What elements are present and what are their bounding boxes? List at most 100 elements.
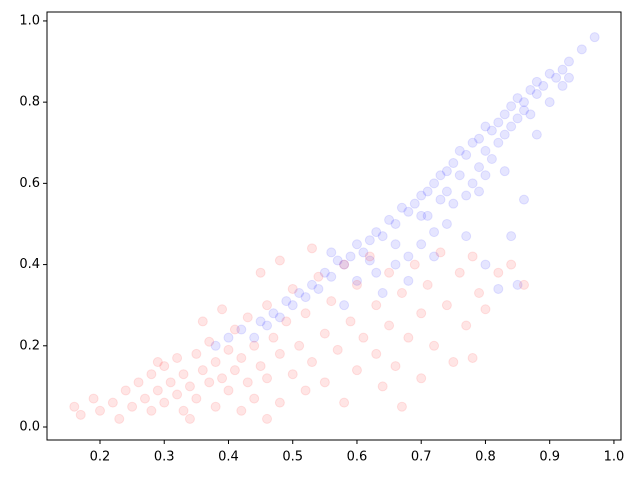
point — [422, 186, 433, 197]
y-tick-label: 0.8 — [19, 95, 40, 110]
point — [358, 247, 369, 258]
point — [274, 255, 285, 266]
point — [384, 214, 395, 225]
point — [422, 210, 433, 221]
point — [306, 243, 317, 254]
point — [120, 385, 131, 396]
x-tick-label: 0.6 — [347, 450, 368, 465]
point — [249, 393, 260, 404]
point — [390, 361, 401, 372]
point — [152, 357, 163, 368]
point — [262, 300, 273, 311]
point — [441, 218, 452, 229]
point — [319, 377, 330, 388]
point — [390, 239, 401, 250]
point — [474, 186, 485, 197]
point — [525, 84, 536, 95]
point — [531, 129, 542, 140]
point — [518, 279, 529, 290]
point — [351, 275, 362, 286]
point — [339, 259, 350, 270]
point — [416, 190, 427, 201]
point — [191, 348, 202, 359]
point — [377, 381, 388, 392]
point — [262, 413, 273, 424]
x-tick-label: 0.3 — [154, 450, 175, 465]
point — [339, 300, 350, 311]
point — [146, 369, 157, 380]
point — [512, 279, 523, 290]
point — [557, 80, 568, 91]
x-tick-label: 0.4 — [218, 450, 239, 465]
point — [210, 401, 221, 412]
point — [300, 292, 311, 303]
y-tick-label: 0.4 — [19, 257, 40, 272]
point — [319, 267, 330, 278]
point — [512, 93, 523, 104]
point — [268, 308, 279, 319]
point — [461, 231, 472, 242]
point — [332, 344, 343, 355]
point — [499, 166, 510, 177]
point — [474, 162, 485, 173]
point — [403, 332, 414, 343]
point — [178, 369, 189, 380]
point — [88, 393, 99, 404]
point — [236, 324, 247, 335]
point — [268, 332, 279, 343]
point — [390, 218, 401, 229]
point — [313, 283, 324, 294]
point — [236, 352, 247, 363]
point — [262, 320, 273, 331]
point — [339, 397, 350, 408]
point — [172, 352, 183, 363]
point — [467, 251, 478, 262]
point — [371, 227, 382, 238]
point — [454, 145, 465, 156]
point — [345, 316, 356, 327]
point — [544, 68, 555, 79]
point — [306, 357, 317, 368]
point — [184, 413, 195, 424]
point — [396, 401, 407, 412]
point — [551, 72, 562, 83]
point — [249, 332, 260, 343]
point — [69, 401, 80, 412]
point — [377, 231, 388, 242]
point — [454, 170, 465, 181]
point — [178, 405, 189, 416]
point — [416, 239, 427, 250]
point — [557, 64, 568, 75]
point — [467, 137, 478, 148]
point — [454, 267, 465, 278]
point — [493, 267, 504, 278]
x-tick-label: 0.2 — [90, 450, 111, 465]
point — [127, 401, 138, 412]
point — [461, 190, 472, 201]
point — [281, 296, 292, 307]
point — [326, 296, 337, 307]
point — [493, 137, 504, 148]
point — [429, 340, 440, 351]
point — [435, 170, 446, 181]
point — [480, 304, 491, 315]
point — [217, 304, 228, 315]
point — [300, 385, 311, 396]
point — [506, 101, 517, 112]
x-tick-label: 0.5 — [282, 450, 303, 465]
point — [531, 89, 542, 100]
point — [351, 365, 362, 376]
point — [409, 198, 420, 209]
point — [249, 340, 260, 351]
point — [287, 369, 298, 380]
point — [294, 340, 305, 351]
point — [255, 267, 266, 278]
point — [480, 121, 491, 132]
point — [184, 381, 195, 392]
y-tick-label: 0.2 — [19, 338, 40, 353]
point — [223, 332, 234, 343]
point — [416, 373, 427, 384]
point — [197, 316, 208, 327]
point — [351, 279, 362, 290]
